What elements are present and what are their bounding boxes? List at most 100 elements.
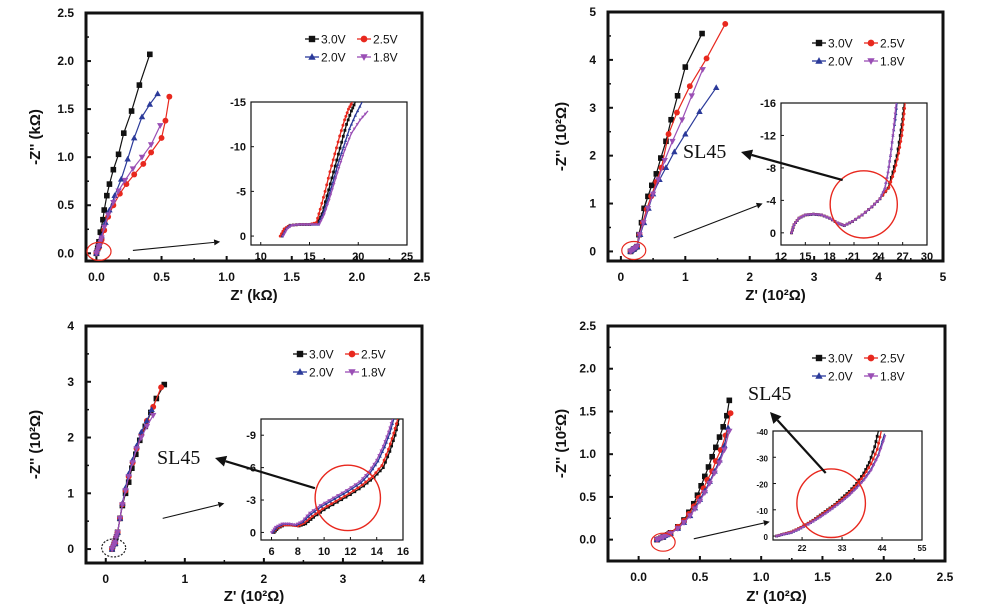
inset-data-point xyxy=(285,227,289,231)
data-point xyxy=(136,82,143,88)
inset-data-point xyxy=(377,454,381,458)
y-tick-label: 2 xyxy=(67,431,74,445)
inset-data-point xyxy=(328,499,332,503)
data-point xyxy=(705,464,712,470)
inset-data-point xyxy=(822,214,826,218)
data-point xyxy=(97,229,104,235)
inset-data-point xyxy=(379,449,383,453)
legend-marker xyxy=(815,39,823,47)
data-point xyxy=(663,138,669,145)
x-tick-label: 0 xyxy=(618,270,625,284)
inset-data-point xyxy=(335,158,339,162)
inset-data-point xyxy=(278,523,282,527)
inset-data-point xyxy=(350,109,353,113)
inset-data-point xyxy=(330,502,334,506)
inset-data-point xyxy=(867,472,871,476)
highlight-circle xyxy=(796,468,867,539)
inset-pointer-arrow-head xyxy=(763,520,770,526)
inset-x-tick-label: 30 xyxy=(921,251,933,263)
inset-data-point xyxy=(393,426,397,430)
inset-data-point xyxy=(386,455,390,459)
legend-entry: 2.5V xyxy=(357,33,398,47)
legend-marker xyxy=(308,53,316,60)
inset-data-point xyxy=(325,183,329,187)
inset-data-point xyxy=(355,109,360,113)
inset-data-point xyxy=(284,522,289,526)
legend-label: 2.0V xyxy=(321,51,346,65)
inset-data-point xyxy=(842,224,846,228)
inset-data-point xyxy=(895,157,899,161)
data-point xyxy=(146,100,154,107)
data-point xyxy=(101,224,108,231)
legend-label: 2.5V xyxy=(880,352,905,366)
inset-data-point xyxy=(387,447,391,451)
inset-x-tick-label: 20 xyxy=(352,251,364,263)
x-tick-label: 3 xyxy=(340,572,347,586)
inset-data-point xyxy=(337,494,341,498)
inset-data-point xyxy=(396,423,400,426)
y-tick-label: 2.0 xyxy=(579,362,596,376)
legend-marker xyxy=(360,35,368,43)
inset-data-point xyxy=(340,140,344,144)
legend-label: 2.0V xyxy=(309,366,334,380)
legend-entry: 3.0V xyxy=(305,33,346,47)
inset-data-point xyxy=(833,505,837,509)
inset-data-point xyxy=(326,176,330,180)
inset-data-point xyxy=(304,522,308,526)
x-tick-label: 0.0 xyxy=(88,270,105,284)
inset-data-point xyxy=(338,146,342,150)
data-point xyxy=(124,155,131,162)
inset-data-point xyxy=(893,112,897,116)
inset-data-point xyxy=(876,454,881,458)
legend-label: 3.0V xyxy=(309,348,334,362)
inset-data-point xyxy=(850,491,854,495)
inset-pointer-arrow-head xyxy=(755,202,763,209)
legend-label: 2.5V xyxy=(373,33,398,47)
data-point xyxy=(671,148,678,155)
data-point xyxy=(669,138,676,145)
panel-d: 0.0 0.5 1.0 1.5 2.0 2.5 0.0 0.5 1.0 1.5 2.0 2.5 Z' (… xyxy=(553,319,954,605)
inset-data-point xyxy=(371,467,375,471)
inset-data-point xyxy=(330,176,334,180)
inset-data-point xyxy=(860,213,864,217)
data-point xyxy=(668,116,674,123)
inset-data-point xyxy=(789,231,794,235)
y-tick-label: 0 xyxy=(67,542,74,556)
inset-data-point xyxy=(869,462,873,466)
data-point xyxy=(649,191,657,198)
inset-y-tick-label: -8 xyxy=(766,163,776,175)
data-point xyxy=(119,502,126,508)
inset-data-point xyxy=(337,166,341,170)
data-point xyxy=(138,154,146,161)
annotation-arrow-head xyxy=(770,412,782,424)
data-point xyxy=(125,474,132,480)
inset-data-point xyxy=(376,459,380,463)
data-point xyxy=(104,192,110,199)
inset-data-point xyxy=(842,498,847,502)
inset-data-point xyxy=(319,510,323,514)
inset-data-point xyxy=(885,177,889,180)
inset-data-point xyxy=(393,433,397,437)
inset-data-point xyxy=(331,503,335,507)
inset-data-point xyxy=(817,213,821,217)
inset-y-tick-label: -4 xyxy=(766,195,777,207)
inset-data-point xyxy=(863,211,867,214)
inset-data-point xyxy=(304,517,308,521)
data-point xyxy=(101,207,108,213)
x-tick-label: 1.5 xyxy=(814,570,831,584)
inset-data-point xyxy=(276,524,280,528)
inset-data-point xyxy=(327,188,331,192)
y-tick-label: 0.5 xyxy=(579,490,596,504)
inset-data-point xyxy=(346,118,350,122)
data-point xyxy=(716,434,723,440)
series-line xyxy=(656,400,730,541)
data-point xyxy=(653,171,660,177)
inset-data-point xyxy=(339,160,343,164)
inset-data-point xyxy=(840,500,844,504)
inset-data-point xyxy=(864,470,868,474)
inset-data-point xyxy=(803,213,807,217)
inset-data-point xyxy=(894,107,898,111)
inset-data-point xyxy=(338,134,342,138)
inset-data-point xyxy=(335,146,338,150)
inset-x-tick-label: 25 xyxy=(401,251,413,263)
